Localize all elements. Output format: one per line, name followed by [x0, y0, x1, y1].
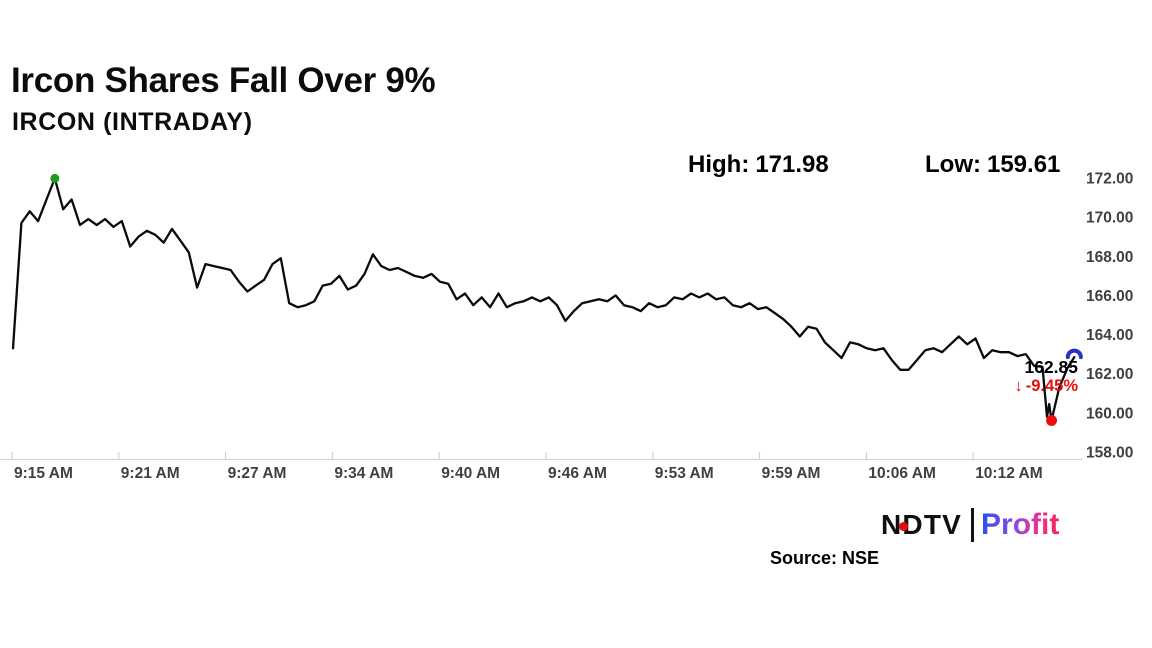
x-axis-label: 9:46 AM — [548, 465, 607, 482]
x-axis-label: 9:40 AM — [441, 465, 500, 482]
y-axis-label: 158.00 — [1086, 444, 1133, 461]
low-stat: Low: 159.61 — [925, 151, 1060, 179]
y-axis-label: 162.00 — [1086, 366, 1133, 383]
x-axis-label: 9:34 AM — [334, 465, 393, 482]
x-axis-label: 9:59 AM — [762, 465, 821, 482]
x-axis-label: 10:12 AM — [975, 465, 1042, 482]
x-axis-label: 10:06 AM — [868, 465, 935, 482]
y-axis-label: 160.00 — [1086, 405, 1133, 422]
high-value: 171.98 — [755, 151, 829, 178]
x-axis-label: 9:21 AM — [121, 465, 180, 482]
low-value: 159.61 — [986, 151, 1061, 178]
y-axis-label: 168.00 — [1086, 249, 1133, 266]
x-axis-label: 9:15 AM — [14, 465, 73, 482]
change-percent: -9.45% — [1025, 377, 1078, 396]
high-label: High: — [688, 151, 750, 178]
y-axis-label: 170.00 — [1086, 210, 1133, 227]
high-point-dot — [50, 173, 60, 183]
y-axis-label: 172.00 — [1086, 171, 1133, 188]
brand-footer: NDTV Profit — [881, 505, 1059, 545]
x-axis-label: 9:27 AM — [228, 465, 287, 482]
last-price-marker — [1065, 348, 1083, 360]
price-line — [11, 177, 1076, 422]
source-label: Source: NSE — [770, 548, 880, 568]
last-price: 162.85 — [1024, 357, 1078, 377]
low-point-dot — [1046, 414, 1058, 426]
last-price-annotation: 162.85 ↓ -9.45% — [1014, 357, 1078, 395]
chart-subtitle: IRCON (INTRADAY) — [12, 108, 253, 136]
page-title: Ircon Shares Fall Over 9% — [11, 61, 436, 100]
down-arrow-icon: ↓ — [1014, 377, 1023, 396]
y-axis-label: 164.00 — [1086, 327, 1133, 344]
profit-logo: Profit — [981, 508, 1060, 541]
x-axis-label: 9:53 AM — [655, 465, 714, 482]
brand-separator — [971, 508, 975, 542]
y-axis-label: 166.00 — [1086, 288, 1133, 305]
low-label: Low: — [925, 151, 981, 178]
change-text: ↓ -9.45% — [1014, 377, 1078, 395]
high-stat: High: 171.98 — [688, 151, 829, 179]
ndtv-logo: NDTV — [881, 511, 962, 539]
ndtv-red-dot-icon — [899, 522, 908, 531]
ndtv-logo-text: NDTV — [881, 509, 963, 540]
